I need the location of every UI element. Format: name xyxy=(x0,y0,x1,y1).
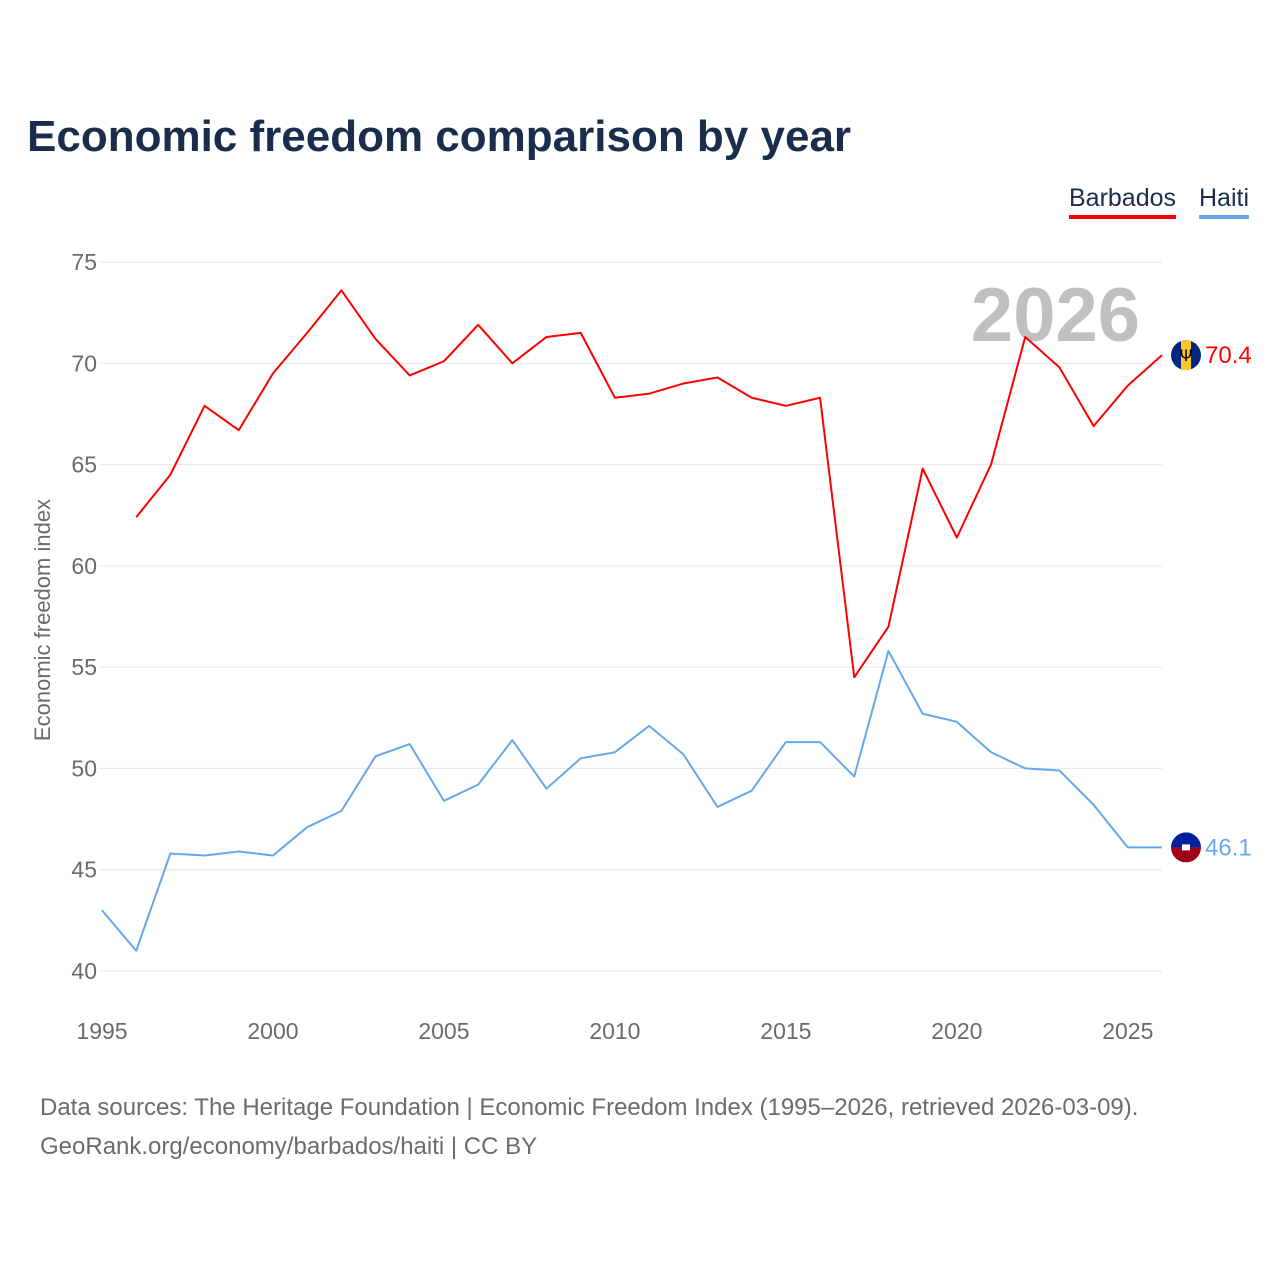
y-tick-label: 50 xyxy=(71,755,97,781)
source-text: Data sources: The Heritage Foundation | … xyxy=(40,1094,1139,1121)
chart-title: Economic freedom comparison by year xyxy=(27,112,852,161)
end-value-label: 46.1 xyxy=(1205,834,1252,861)
x-tick-label: 2000 xyxy=(247,1018,298,1044)
y-tick-label: 60 xyxy=(71,553,97,579)
y-tick-label: 70 xyxy=(71,350,97,376)
x-tick-label: 2005 xyxy=(418,1018,469,1044)
x-tick-label: 2020 xyxy=(931,1018,982,1044)
y-tick-label: 55 xyxy=(71,654,97,680)
y-tick-label: 40 xyxy=(71,958,97,984)
footer: Data sources: The Heritage Foundation | … xyxy=(40,1088,1138,1166)
svg-text:Ψ: Ψ xyxy=(1180,346,1193,365)
legend-haiti[interactable]: Haiti xyxy=(1199,184,1250,219)
x-tick-label: 2025 xyxy=(1102,1018,1153,1044)
end-value-label: 70.4 xyxy=(1205,342,1252,369)
flag-haiti-icon xyxy=(1171,832,1201,863)
series-line-haiti[interactable] xyxy=(101,649,1162,952)
y-tick-label: 75 xyxy=(71,249,97,275)
x-tick-label: 2010 xyxy=(589,1018,640,1044)
y-tick-label: 45 xyxy=(71,857,97,883)
x-tick-label: 2015 xyxy=(760,1018,811,1044)
source-link[interactable]: GeoRank.org/economy/barbados/haiti | CC … xyxy=(40,1133,538,1160)
legend-barbados[interactable]: Barbados xyxy=(1069,184,1177,219)
flag-barbados-icon: Ψ xyxy=(1171,340,1201,371)
x-tick-label: 1995 xyxy=(76,1018,127,1044)
year-watermark: 2026 xyxy=(971,273,1140,358)
y-tick-label: 65 xyxy=(71,452,97,478)
y-axis-label: Economic freedom index xyxy=(30,499,55,741)
